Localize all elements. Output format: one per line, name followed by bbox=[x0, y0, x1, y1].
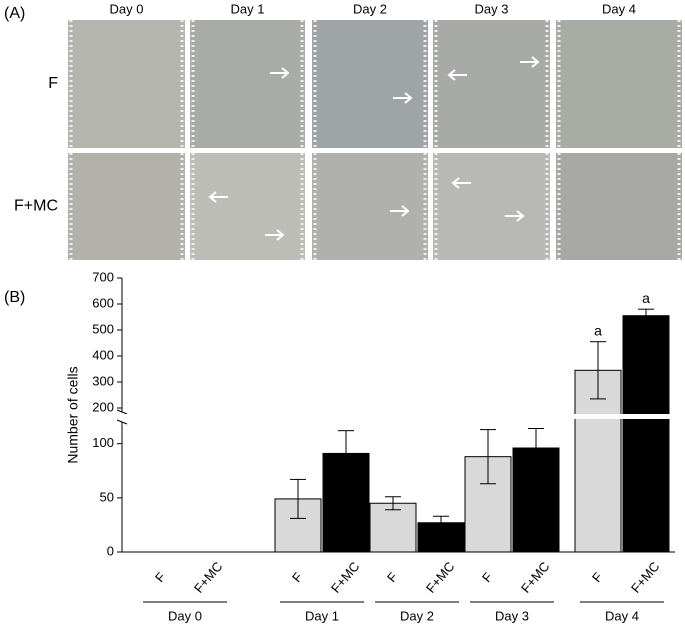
x-tick-label: F bbox=[289, 569, 306, 585]
y-tick-label: 700 bbox=[92, 269, 114, 284]
panel-label: (B) bbox=[4, 289, 25, 306]
y-axis-label: Number of cells bbox=[65, 366, 81, 463]
micrograph bbox=[190, 20, 305, 148]
x-tick-label: F+MC bbox=[423, 559, 457, 596]
axis-break bbox=[116, 419, 128, 425]
panel-label: (A) bbox=[4, 5, 25, 22]
arrow-head bbox=[451, 177, 460, 189]
axis-break bbox=[116, 409, 128, 415]
column-header: Day 0 bbox=[110, 1, 144, 16]
x-tick-label: F+MC bbox=[518, 559, 552, 596]
y-tick-label: 500 bbox=[92, 321, 114, 336]
axis-break-gap bbox=[123, 414, 676, 419]
bar bbox=[512, 447, 560, 553]
x-tick-label: F bbox=[384, 569, 401, 585]
micrograph bbox=[68, 153, 185, 260]
micrograph bbox=[68, 20, 185, 148]
arrow-head bbox=[531, 56, 540, 68]
micrograph bbox=[433, 153, 550, 260]
x-group-label: Day 0 bbox=[168, 608, 202, 623]
bar bbox=[622, 315, 670, 553]
bar bbox=[369, 502, 417, 553]
x-tick-label: F bbox=[479, 569, 496, 585]
y-tick-label: 0 bbox=[107, 543, 114, 558]
arrow-head bbox=[516, 210, 525, 222]
column-header: Day 2 bbox=[353, 1, 387, 16]
y-tick-label: 300 bbox=[92, 373, 114, 388]
arrow-head bbox=[208, 191, 217, 203]
arrow-head bbox=[276, 229, 285, 241]
bar bbox=[322, 452, 370, 553]
x-group-label: Day 2 bbox=[400, 608, 434, 623]
x-tick-label: F+MC bbox=[628, 559, 662, 596]
y-tick-label: 50 bbox=[100, 489, 114, 504]
x-tick-label: F bbox=[589, 569, 606, 585]
annotation: a bbox=[594, 322, 602, 338]
column-header: Day 1 bbox=[231, 1, 265, 16]
micrograph bbox=[556, 20, 682, 148]
arrow-head bbox=[401, 205, 410, 217]
x-group-label: Day 4 bbox=[605, 608, 639, 623]
micrograph bbox=[556, 153, 682, 260]
micrograph bbox=[312, 20, 428, 148]
y-tick-label: 600 bbox=[92, 295, 114, 310]
annotation: a bbox=[642, 290, 650, 306]
y-tick-label: 100 bbox=[92, 435, 114, 450]
bar bbox=[417, 522, 465, 553]
row-label: F bbox=[48, 75, 58, 92]
micrograph bbox=[433, 20, 550, 148]
y-tick-label: 200 bbox=[92, 399, 114, 414]
y-tick-label: 400 bbox=[92, 347, 114, 362]
arrow-head bbox=[404, 92, 413, 104]
arrow-head bbox=[447, 69, 456, 81]
x-tick-label: F bbox=[152, 569, 169, 585]
micrograph bbox=[190, 153, 305, 260]
x-group-label: Day 1 bbox=[305, 608, 339, 623]
row-label: F+MC bbox=[14, 198, 58, 215]
column-header: Day 3 bbox=[475, 1, 509, 16]
x-group-label: Day 3 bbox=[495, 608, 529, 623]
x-tick-label: F+MC bbox=[191, 559, 225, 596]
micrograph bbox=[312, 153, 428, 260]
column-header: Day 4 bbox=[602, 1, 636, 16]
arrow-head bbox=[281, 67, 290, 79]
x-tick-label: F+MC bbox=[328, 559, 362, 596]
